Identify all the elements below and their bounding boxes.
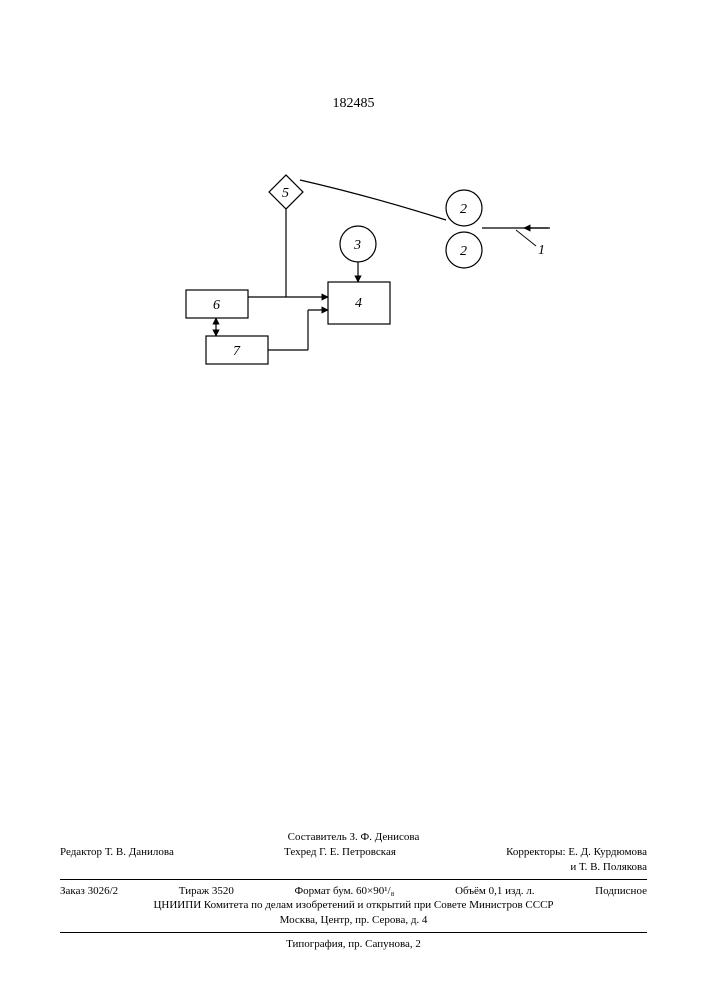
label-1: 1 xyxy=(538,243,545,258)
proof-name-2: Т. В. Полякова xyxy=(579,861,647,873)
compiler-name: З. Ф. Денисова xyxy=(350,831,420,843)
editor-cell: Редактор Т. В. Данилова xyxy=(60,845,174,875)
node-2-bottom-label: 2 xyxy=(460,244,467,259)
address-line: Москва, Центр, пр. Серова, д. 4 xyxy=(60,913,647,928)
web-curve xyxy=(300,180,446,220)
block-diagram: 1 2 2 3 4 5 6 7 xyxy=(140,160,560,420)
node-7-label: 7 xyxy=(233,344,241,359)
node-6-label: 6 xyxy=(213,298,220,313)
credits-row: Редактор Т. В. Данилова Техред Г. Е. Пет… xyxy=(60,845,647,875)
volume-label: Объём xyxy=(455,885,486,897)
node-3-label: 3 xyxy=(353,238,361,253)
label-1-leader xyxy=(516,230,536,246)
editor-label: Редактор xyxy=(60,846,102,858)
order-value: 3026/2 xyxy=(88,885,119,897)
proof-label: Корректоры: xyxy=(506,846,565,858)
volume-cell: Объём 0,1 изд. л. xyxy=(455,884,534,899)
volume-value: 0,1 изд. л. xyxy=(489,885,535,897)
order-label: Заказ xyxy=(60,885,85,897)
proof-and: и xyxy=(570,861,576,873)
proof-name-1: Е. Д. Курдюмова xyxy=(568,846,647,858)
node-4-label: 4 xyxy=(355,296,362,311)
node-5-label: 5 xyxy=(282,186,289,201)
printer-line: Типография, пр. Сапунова, 2 xyxy=(60,937,647,952)
techred-name: Г. Е. Петровская xyxy=(319,846,396,858)
divider-1 xyxy=(60,879,647,880)
techred-label: Техред xyxy=(284,846,316,858)
proof-cell: Корректоры: Е. Д. Курдюмова и Т. В. Поля… xyxy=(506,845,647,875)
org-line: ЦНИИПИ Комитета по делам изобретений и о… xyxy=(60,898,647,913)
tirazh-label: Тираж xyxy=(179,885,209,897)
compiler-line: Составитель З. Ф. Денисова xyxy=(60,830,647,845)
format-cell: Формат бум. 60×90¹/₈ xyxy=(294,884,394,899)
divider-2 xyxy=(60,932,647,933)
imprint-block: Составитель З. Ф. Денисова Редактор Т. В… xyxy=(60,830,647,952)
format-label: Формат бум. xyxy=(294,885,353,897)
format-value: 60×90¹/₈ xyxy=(356,885,394,897)
editor-name: Т. В. Данилова xyxy=(105,846,174,858)
tirazh-cell: Тираж 3520 xyxy=(179,884,234,899)
page-number: 182485 xyxy=(0,96,707,112)
node-2-top-label: 2 xyxy=(460,202,467,217)
subscription-cell: Подписное xyxy=(595,884,647,899)
compiler-label: Составитель xyxy=(288,831,347,843)
tirazh-value: 3520 xyxy=(212,885,234,897)
specs-row: Заказ 3026/2 Тираж 3520 Формат бум. 60×9… xyxy=(60,884,647,899)
order-cell: Заказ 3026/2 xyxy=(60,884,118,899)
techred-cell: Техред Г. Е. Петровская xyxy=(284,845,396,875)
